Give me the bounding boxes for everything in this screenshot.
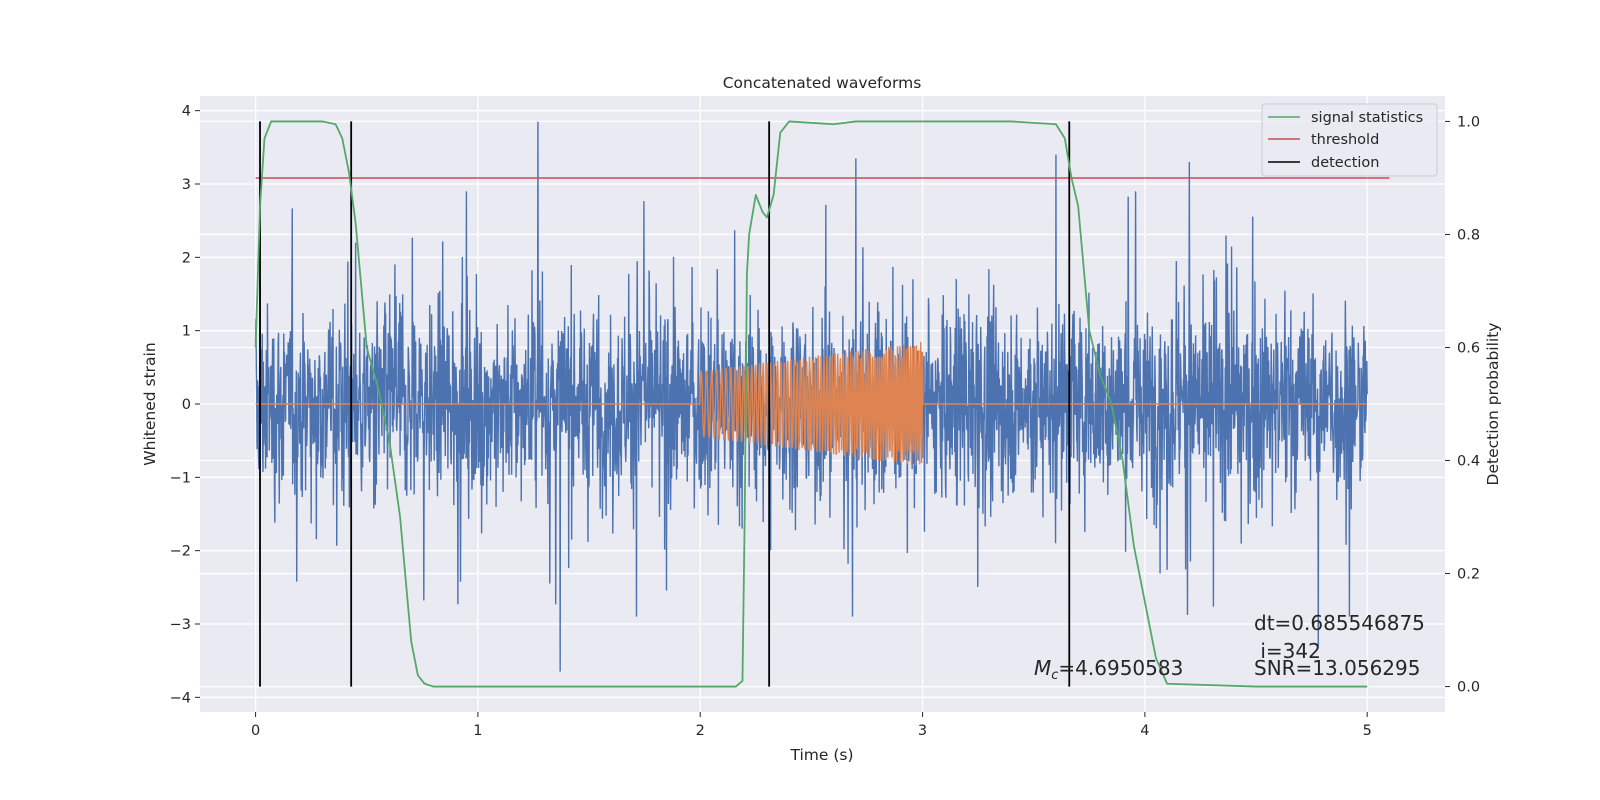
annotation-chirp-mass-subscript: c xyxy=(1051,668,1058,683)
annotations: dt=0.685546875 i=342 Mc=4.6950583 SNR=13… xyxy=(1034,611,1425,683)
annotation-chirp-mass-value: =4.6950583 xyxy=(1058,656,1183,680)
x-tick-label-2: 2 xyxy=(696,723,705,739)
y-tick-label-5: 1 xyxy=(182,324,191,340)
y2-tick-label-0: 0.0 xyxy=(1457,680,1480,696)
plot-content xyxy=(254,120,1390,688)
y2-tick-label-1: 0.2 xyxy=(1457,567,1480,583)
x-tick-label-0: 0 xyxy=(251,723,260,739)
legend: signal statistics threshold detection xyxy=(1261,103,1438,177)
y-tick-label-3: −1 xyxy=(170,470,191,486)
legend-box xyxy=(1261,103,1438,177)
y2-axis-label: Detection probability xyxy=(1484,323,1502,486)
x-axis-label: Time (s) xyxy=(789,746,853,764)
x-tick-label-3: 3 xyxy=(918,723,927,739)
annotation-index: i=342 xyxy=(1254,639,1321,663)
x-tick-label-5: 5 xyxy=(1363,723,1372,739)
injected-waveform-line xyxy=(255,341,1368,466)
y-tick-label-6: 2 xyxy=(182,250,191,266)
y2-tick-label-4: 0.8 xyxy=(1457,227,1480,243)
y-tick-label-4: 0 xyxy=(182,397,191,413)
x-tick-label-4: 4 xyxy=(1140,723,1149,739)
y-tick-label-2: −2 xyxy=(170,544,191,560)
legend-label-signal-statistics: signal statistics xyxy=(1311,110,1423,126)
axes: 0 1 2 3 4 5 −4 −3 −2 −1 0 1 2 3 4 0.0 0.2 0.4 0.6 0.8 1.0 xyxy=(170,104,1480,739)
y-tick-label-8: 4 xyxy=(182,104,191,120)
y-tick-label-0: −4 xyxy=(170,690,191,706)
annotation-chirp-mass: Mc=4.6950583 xyxy=(1034,656,1183,683)
legend-label-threshold: threshold xyxy=(1311,132,1379,148)
chart-title: Concatenated waveforms xyxy=(723,74,922,92)
legend-label-detection: detection xyxy=(1311,155,1379,171)
x-tick-label-1: 1 xyxy=(473,723,482,739)
y-tick-label-1: −3 xyxy=(170,617,191,633)
annotation-snr: SNR=13.056295 xyxy=(1254,656,1420,680)
annotation-chirp-mass-symbol: M xyxy=(1034,656,1051,680)
signal-statistics-line xyxy=(254,120,1368,688)
y-tick-label-7: 3 xyxy=(182,177,191,193)
annotation-dt: dt=0.685546875 xyxy=(1254,611,1425,635)
y2-tick-label-3: 0.6 xyxy=(1457,340,1480,356)
y2-tick-label-2: 0.4 xyxy=(1457,454,1480,470)
y2-tick-label-5: 1.0 xyxy=(1457,114,1480,130)
y-axis-label: Whitened strain xyxy=(141,342,159,465)
